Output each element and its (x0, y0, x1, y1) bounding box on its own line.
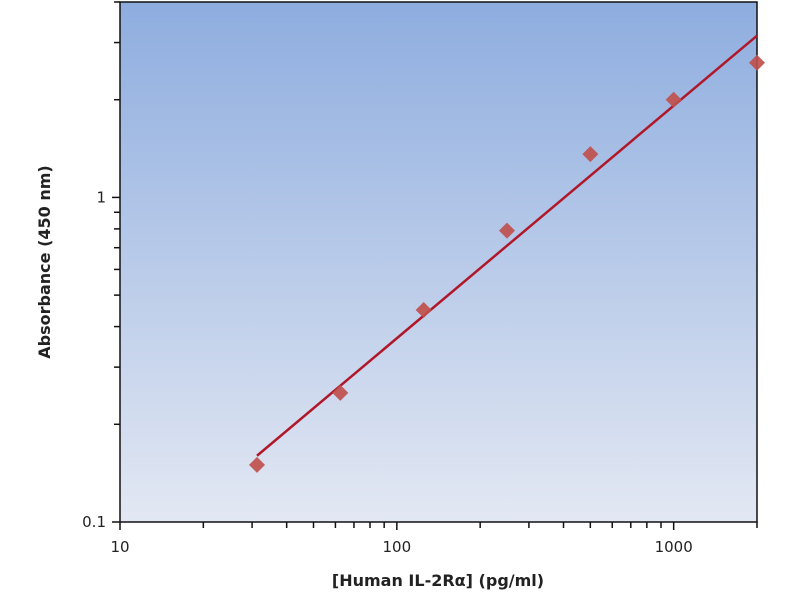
x-axis-label: [Human IL-2Rα] (pg/ml) (332, 571, 544, 590)
data-point (415, 301, 432, 318)
y-axis-label: Absorbance (450 nm) (35, 165, 54, 358)
y-tick-label: 1 (96, 188, 106, 206)
y-tick-label: 0.1 (82, 513, 106, 531)
x-tick-label: 1000 (655, 538, 693, 556)
data-point (749, 54, 765, 71)
data-point (665, 91, 682, 108)
x-tick-label: 10 (110, 538, 129, 556)
data-point (332, 384, 349, 401)
x-tick-label: 100 (383, 538, 412, 556)
data-point (582, 146, 599, 163)
data-point (248, 456, 265, 473)
data-point (498, 222, 515, 239)
plot-area (119, 1, 758, 523)
